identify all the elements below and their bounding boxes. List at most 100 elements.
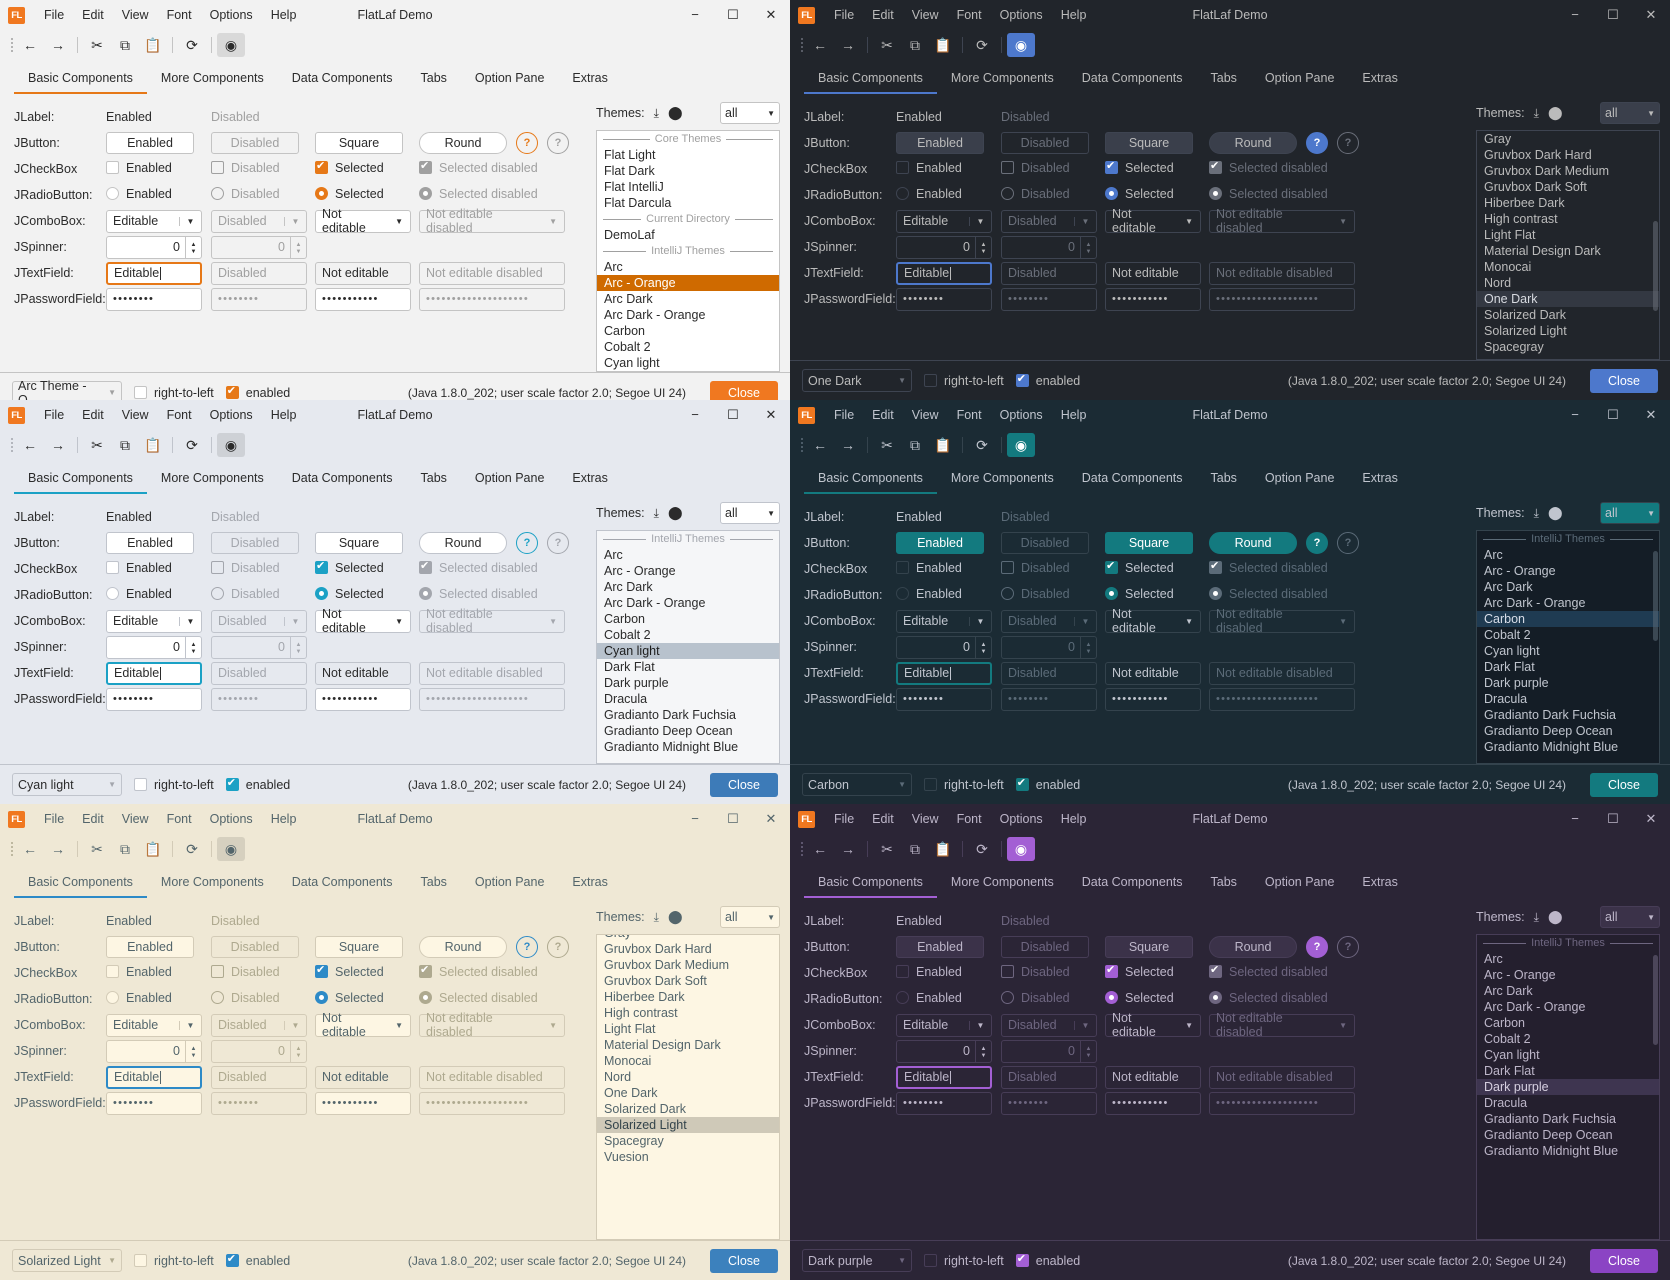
rtl-checkbox-box[interactable] <box>134 778 147 791</box>
themes-list-item[interactable]: Cyan light <box>604 356 660 370</box>
download-icon[interactable]: ⤓ <box>653 505 659 520</box>
combobox-editable[interactable]: Editable ▼ <box>106 609 202 633</box>
maximize-icon[interactable]: ☐ <box>1607 407 1619 422</box>
themes-list-item[interactable]: Nord <box>604 1070 632 1084</box>
github-icon[interactable]: ⬤ <box>667 105 683 120</box>
menu-item-options[interactable]: Options <box>209 8 253 22</box>
jbutton-disabled[interactable]: Disabled <box>211 132 299 154</box>
minimize-icon[interactable]: − <box>691 7 699 22</box>
jbutton-disabled[interactable]: Disabled <box>211 936 299 958</box>
tab-tabs[interactable]: Tabs <box>420 471 447 485</box>
checkbox-enabled[interactable]: Enabled <box>896 965 962 979</box>
themes-list-item[interactable]: Dark purple <box>604 676 669 690</box>
spinner-down-icon[interactable]: ▼ <box>980 1053 987 1059</box>
menu-item-view[interactable]: View <box>121 8 149 22</box>
passwordfield-3[interactable]: ••••••••••• <box>315 287 411 311</box>
themes-list-item[interactable]: Dark Flat <box>1484 1064 1535 1078</box>
checkbox-selected[interactable]: Selected <box>1105 159 1174 175</box>
checkbox-selected-box[interactable] <box>1105 559 1118 575</box>
textfield-editable[interactable]: Editable <box>106 661 202 685</box>
textfield-not-editable[interactable]: Not editable <box>315 261 411 285</box>
download-icon[interactable]: ⤓ <box>1533 909 1539 924</box>
jbutton-square[interactable]: Square <box>1105 532 1193 554</box>
themes-list-item[interactable]: Light Flat <box>604 1022 656 1036</box>
jbutton-square[interactable]: Square <box>1105 936 1193 958</box>
themes-filter-select[interactable]: all ▼ <box>1600 906 1660 928</box>
jbutton-enabled[interactable]: Enabled <box>106 936 194 958</box>
toolbar-button-eye-icon[interactable]: ◉ <box>1007 837 1035 861</box>
tab-data-components[interactable]: Data Components <box>291 875 393 889</box>
themes-list-item[interactable]: Arc Dark <box>604 580 653 594</box>
toolbar-button-paste-icon[interactable]: 📋 <box>934 436 952 453</box>
enabled-checkbox-box[interactable] <box>1015 776 1029 791</box>
themes-filter-select[interactable]: all ▼ <box>720 906 780 928</box>
menu-item-help[interactable]: Help <box>1060 812 1087 826</box>
menu-item-font[interactable]: Font <box>166 812 192 826</box>
radio-selected[interactable]: Selected <box>315 991 384 1005</box>
themes-filter-select[interactable]: all ▼ <box>720 102 780 124</box>
tab-basic-components[interactable]: Basic Components <box>14 62 147 94</box>
enabled-checkbox[interactable]: enabled <box>225 776 290 792</box>
themes-list-item[interactable]: Gruvbox Dark Soft <box>604 974 707 988</box>
radio-selected-radio[interactable] <box>1105 991 1118 1005</box>
jbutton-enabled[interactable]: Enabled <box>106 132 194 154</box>
enabled-checkbox-box[interactable] <box>1015 1252 1029 1267</box>
menu-item-edit[interactable]: Edit <box>872 812 894 826</box>
spinner-up-icon[interactable]: ▲ <box>980 242 987 248</box>
tab-more-components[interactable]: More Components <box>950 71 1054 85</box>
checkbox-selected-box[interactable] <box>1105 159 1118 175</box>
combobox-editable-chevron-down-icon[interactable]: ▼ <box>179 616 201 626</box>
themes-list-item[interactable]: Cyan light <box>597 643 779 659</box>
jbutton-help-enabled[interactable]: ? <box>516 132 538 154</box>
tab-tabs[interactable]: Tabs <box>1210 71 1237 85</box>
menu-item-edit[interactable]: Edit <box>872 408 894 422</box>
checkbox-enabled-box[interactable] <box>106 965 119 979</box>
menu-item-edit[interactable]: Edit <box>82 8 104 22</box>
tab-basic-components[interactable]: Basic Components <box>804 462 937 494</box>
minimize-icon[interactable]: − <box>1571 811 1579 826</box>
textfield-not-editable[interactable]: Not editable <box>315 1065 411 1089</box>
jbutton-disabled[interactable]: Disabled <box>1001 532 1089 554</box>
toolbar-button-back-icon[interactable]: ← <box>813 841 827 857</box>
textfield-not-editable[interactable]: Not editable <box>1105 1065 1201 1089</box>
checkbox-enabled[interactable]: Enabled <box>896 561 962 575</box>
menu-item-font[interactable]: Font <box>956 8 982 22</box>
tab-tabs[interactable]: Tabs <box>420 71 447 85</box>
themes-list[interactable]: IntelliJ Themes Arc Arc - Orange Arc Dark Ar… <box>596 530 780 764</box>
minimize-icon[interactable]: − <box>1571 7 1579 22</box>
spinner-up-icon[interactable]: ▲ <box>980 642 987 648</box>
radio-selected[interactable]: Selected <box>1105 187 1174 201</box>
toolbar-button-back-icon[interactable]: ← <box>23 841 37 857</box>
spinner-enabled-stepper[interactable]: ▲ ▼ <box>185 636 201 658</box>
menu-item-file[interactable]: File <box>834 812 855 826</box>
checkbox-selected[interactable]: Selected <box>315 159 384 175</box>
radio-enabled-radio[interactable] <box>106 991 119 1005</box>
combobox-editable-chevron-down-icon[interactable]: ▼ <box>969 616 991 626</box>
combobox-not-editable[interactable]: Not editable ▼ <box>1105 207 1201 235</box>
jbutton-disabled[interactable]: Disabled <box>211 532 299 554</box>
jbutton-enabled[interactable]: Enabled <box>106 532 194 554</box>
spinner-down-icon[interactable]: ▼ <box>980 249 987 255</box>
chevron-down-icon[interactable]: ▼ <box>1647 108 1655 118</box>
toolbar-button-paste-icon[interactable]: 📋 <box>934 840 952 857</box>
chevron-down-icon[interactable]: ▼ <box>1647 508 1655 518</box>
tab-option-pane[interactable]: Option Pane <box>1264 471 1335 485</box>
spinner-enabled-stepper[interactable]: ▲ ▼ <box>185 236 201 258</box>
themes-list[interactable]: Gray Gruvbox Dark Hard Gruvbox Dark Medium… <box>1476 130 1660 360</box>
chevron-down-icon[interactable]: ▼ <box>767 108 775 118</box>
themes-list-item[interactable]: Arc Dark - Orange <box>1484 596 1586 610</box>
menu-item-file[interactable]: File <box>44 8 65 22</box>
themes-list-scrollbar[interactable] <box>1653 551 1658 641</box>
themes-filter-select[interactable]: all ▼ <box>720 502 780 524</box>
toolbar-button-eye-icon[interactable]: ◉ <box>1007 433 1035 457</box>
themes-list-item[interactable]: Cobalt 2 <box>604 628 651 642</box>
themes-list-item[interactable]: Gradianto Dark Fuchsia <box>1484 708 1617 722</box>
jbutton-enabled[interactable]: Enabled <box>896 936 984 958</box>
jbutton-enabled[interactable]: Enabled <box>896 132 984 154</box>
rtl-checkbox[interactable]: right-to-left <box>924 374 1004 388</box>
themes-list-item[interactable]: Gruvbox Dark Medium <box>604 958 730 972</box>
themes-list-item[interactable]: High contrast <box>604 1006 678 1020</box>
themes-list-item[interactable]: Gruvbox Dark Hard <box>604 942 712 956</box>
radio-selected-radio[interactable] <box>1105 587 1118 601</box>
menu-item-options[interactable]: Options <box>999 812 1043 826</box>
